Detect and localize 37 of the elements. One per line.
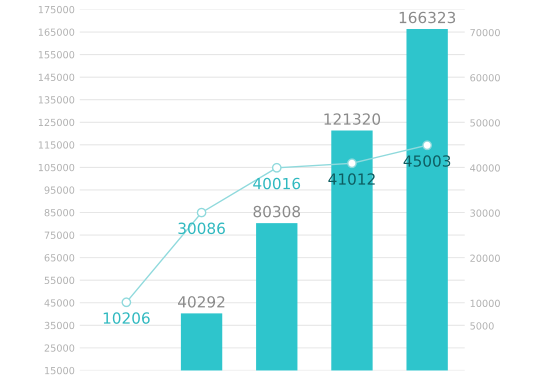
y-tick-label: 95000	[44, 186, 74, 194]
y2-tick-label: 20000	[470, 254, 500, 262]
y2-tick-label: 40000	[470, 164, 500, 172]
y-tick-label: 25000	[44, 344, 74, 352]
y-tick-label: 35000	[44, 322, 74, 330]
data-label: 30086	[178, 222, 225, 234]
y-tick-label: 15000	[45, 366, 74, 374]
y-tick-label: 65000	[44, 254, 74, 262]
y-tick-label: 75000	[44, 232, 74, 239]
y2-tick-label: 30000	[470, 209, 500, 217]
y-tick-label: 115000	[38, 141, 74, 149]
data-label: 80308	[253, 206, 300, 218]
point	[347, 158, 357, 168]
y-tick-label: 135000	[38, 96, 74, 104]
point	[422, 140, 432, 150]
y2-tick-label: 70000	[470, 28, 500, 36]
point	[196, 208, 206, 218]
y-tick-label: 175000	[38, 6, 74, 14]
y2-tick-label: 5000	[470, 322, 494, 330]
data-label: 166323	[400, 12, 456, 24]
y2-tick-label: 60000	[470, 74, 500, 82]
y-tick-label: 45000	[44, 299, 74, 307]
y-tick-label: 55000	[44, 276, 74, 284]
data-label: 121320	[324, 113, 380, 125]
point	[122, 297, 132, 308]
point	[272, 162, 282, 173]
y2-tick-label: 50000	[470, 119, 500, 127]
y-tick-label: 165000	[38, 28, 74, 36]
y-tick-label: 85000	[44, 208, 74, 216]
y2-tick-label: 10000	[470, 300, 500, 308]
y-tick-label: 125000	[38, 118, 74, 126]
data-label: 10206	[104, 312, 150, 324]
y-tick-label: 105000	[38, 164, 74, 172]
y-tick-label: 145000	[38, 74, 74, 81]
y-tick-label: 155000	[38, 51, 74, 58]
data-label: 40292	[178, 296, 224, 308]
data-label: 40016	[253, 178, 300, 190]
